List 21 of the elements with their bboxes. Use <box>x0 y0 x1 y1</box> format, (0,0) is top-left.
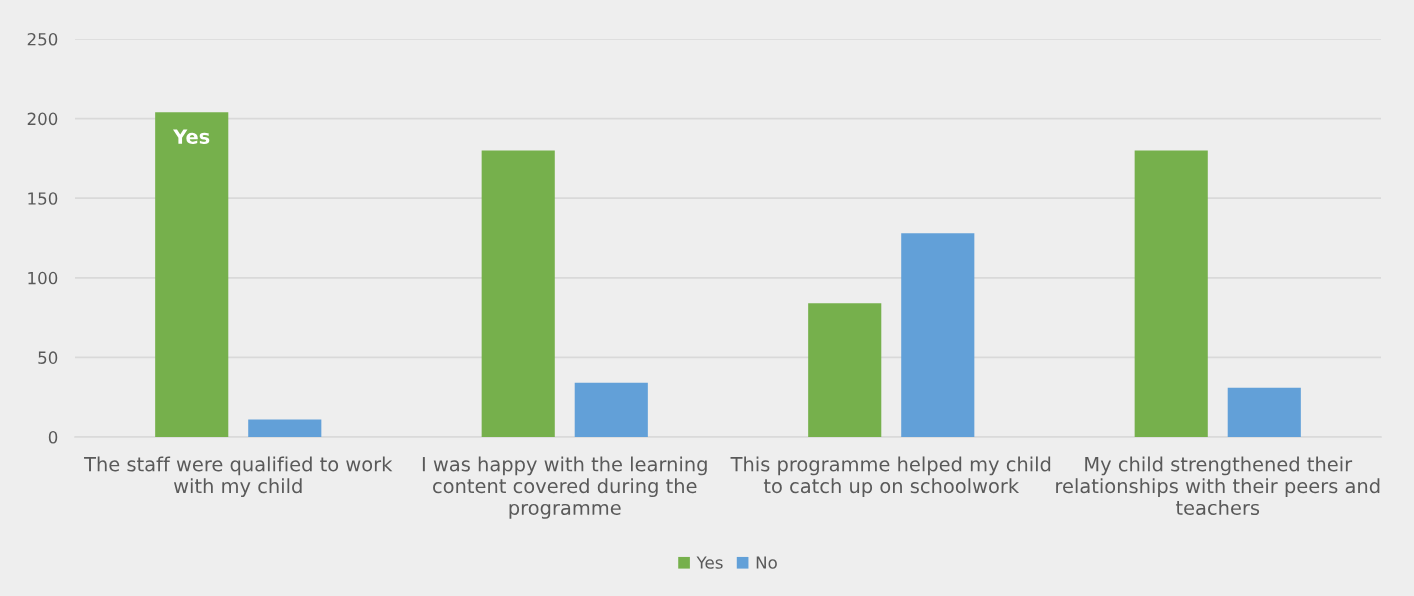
bar <box>1134 150 1208 437</box>
legend-label: Yes <box>696 556 723 569</box>
y-tick-label: 200 <box>27 112 58 126</box>
bar <box>1227 387 1301 437</box>
bar <box>574 382 648 437</box>
y-tick-label: 150 <box>28 192 58 205</box>
bar <box>248 419 322 437</box>
x-tick-label: I was happy with the learning content covered during the programme <box>422 456 707 519</box>
annotation: Yes <box>173 129 210 144</box>
bar <box>481 150 555 437</box>
legend-label: No <box>756 556 777 569</box>
bar <box>901 233 975 437</box>
y-tick-label: 50 <box>38 351 58 364</box>
y-tick-label: 0 <box>48 430 58 444</box>
y-tick-label: 250 <box>27 32 58 46</box>
bar <box>808 303 882 437</box>
y-tick-label: 100 <box>28 271 58 285</box>
x-tick-label: My child strengthened their relationships with their peers and teachers <box>1056 456 1380 516</box>
x-tick-label: This programme helped my child to catch up on schoolwork <box>730 456 1051 498</box>
bar <box>155 112 229 437</box>
x-tick-label: The staff were qualified to work with my child <box>84 456 393 498</box>
